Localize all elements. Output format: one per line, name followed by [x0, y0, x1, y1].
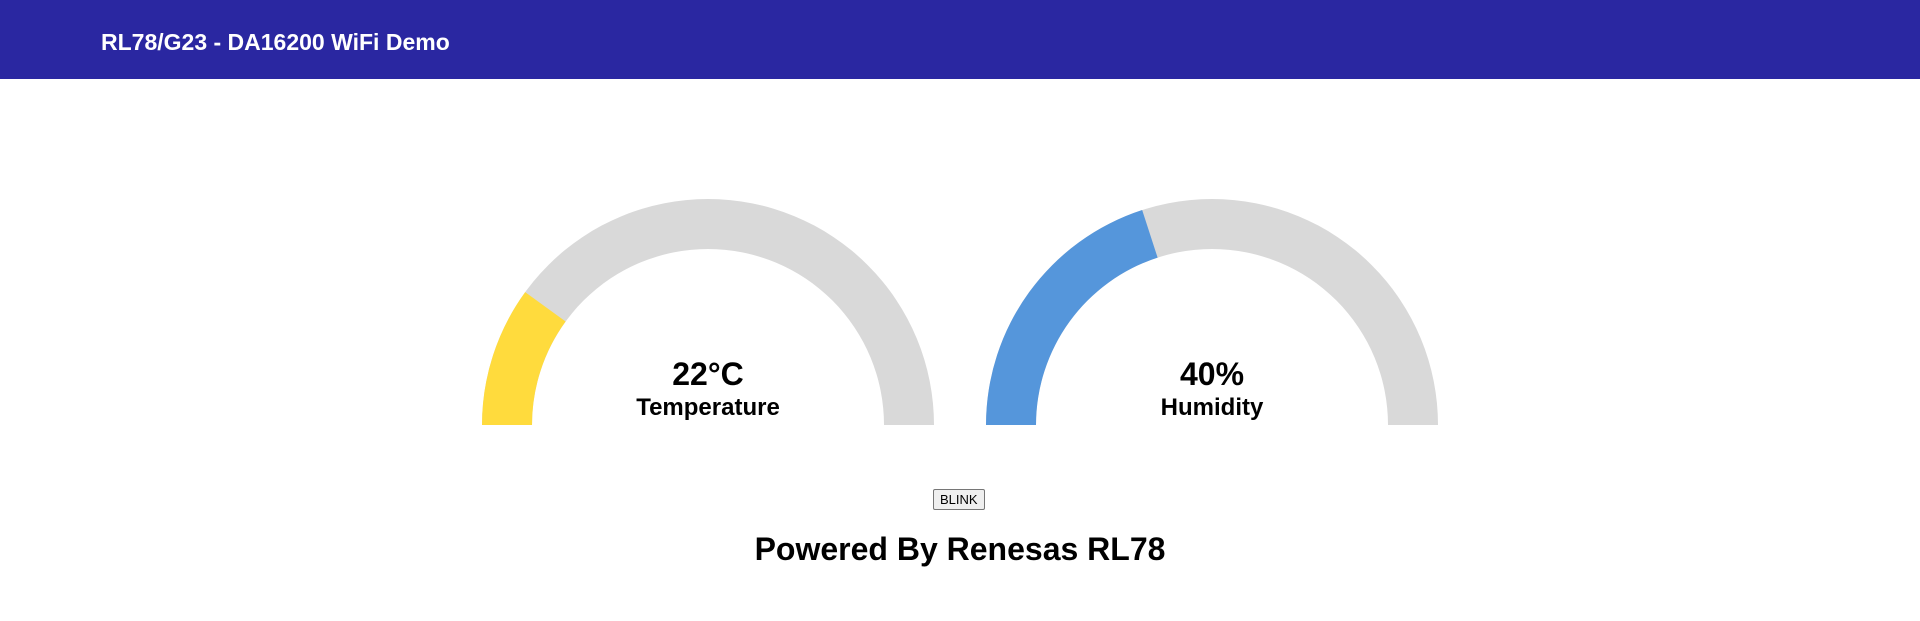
- temperature-gauge-fill: [482, 292, 566, 425]
- temperature-label: Temperature: [636, 394, 780, 421]
- humidity-value: 40%: [1179, 356, 1245, 392]
- humidity-gauge: 40% Humidity: [986, 197, 1438, 427]
- temperature-gauge: 22°C Temperature: [482, 197, 934, 427]
- humidity-label: Humidity: [1160, 394, 1264, 421]
- humidity-gauge-fill: [986, 210, 1158, 425]
- temperature-gauge-track: [482, 199, 934, 425]
- temperature-gauge-arc: [482, 199, 934, 425]
- header-bar: RL78/G23 - DA16200 WiFi Demo: [0, 0, 1920, 79]
- blink-button[interactable]: BLINK: [933, 489, 985, 510]
- app-title: RL78/G23 - DA16200 WiFi Demo: [101, 29, 450, 55]
- humidity-gauge-arc: [986, 199, 1438, 425]
- temperature-value: 22°C: [672, 356, 744, 392]
- footer-powered-by: Powered By Renesas RL78: [754, 531, 1166, 567]
